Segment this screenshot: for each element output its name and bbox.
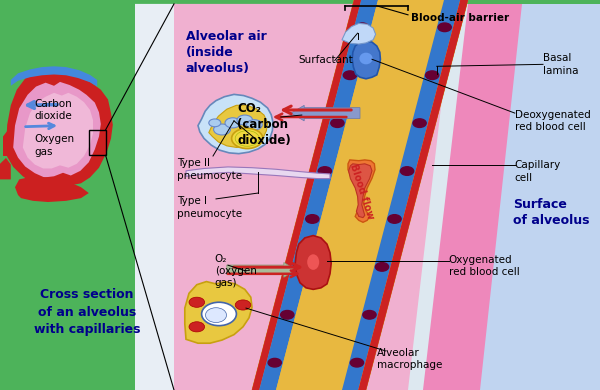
- Text: Surfactant: Surfactant: [299, 55, 353, 66]
- Polygon shape: [295, 236, 331, 289]
- Circle shape: [293, 262, 307, 271]
- Circle shape: [343, 71, 356, 80]
- Circle shape: [400, 167, 413, 176]
- Polygon shape: [359, 0, 468, 390]
- Circle shape: [376, 262, 389, 271]
- Polygon shape: [348, 160, 375, 222]
- Circle shape: [356, 23, 369, 32]
- Ellipse shape: [359, 53, 373, 64]
- Circle shape: [350, 358, 364, 367]
- Ellipse shape: [307, 254, 319, 270]
- Circle shape: [189, 322, 205, 332]
- Polygon shape: [15, 176, 89, 202]
- Ellipse shape: [205, 308, 227, 323]
- Text: Surface
of alveolus: Surface of alveolus: [513, 198, 589, 227]
- Circle shape: [225, 118, 241, 128]
- Text: Carbon
dioxide: Carbon dioxide: [35, 99, 73, 121]
- Text: Blood-air barrier: Blood-air barrier: [411, 12, 509, 23]
- FancyArrow shape: [227, 262, 296, 277]
- Circle shape: [235, 131, 259, 146]
- Bar: [89, 130, 106, 155]
- Circle shape: [318, 167, 331, 176]
- Text: Blood flow: Blood flow: [348, 163, 376, 221]
- Polygon shape: [6, 68, 113, 187]
- Polygon shape: [11, 66, 97, 87]
- Polygon shape: [23, 93, 93, 168]
- Polygon shape: [13, 82, 101, 177]
- Circle shape: [413, 119, 426, 128]
- Circle shape: [232, 128, 263, 149]
- Text: CO₂
(carbon
dioxide): CO₂ (carbon dioxide): [237, 102, 291, 147]
- Text: Oxygenated
red blood cell: Oxygenated red blood cell: [449, 255, 520, 277]
- Polygon shape: [342, 23, 376, 44]
- Polygon shape: [252, 0, 361, 390]
- Polygon shape: [198, 94, 273, 154]
- Circle shape: [331, 119, 344, 128]
- Circle shape: [363, 310, 376, 319]
- Polygon shape: [135, 4, 600, 390]
- FancyArrow shape: [291, 105, 360, 121]
- Polygon shape: [174, 4, 453, 390]
- Polygon shape: [352, 41, 380, 79]
- Text: Alveolar
macrophage: Alveolar macrophage: [377, 347, 442, 370]
- Polygon shape: [349, 164, 372, 218]
- Circle shape: [268, 358, 281, 367]
- Polygon shape: [358, 0, 468, 390]
- Polygon shape: [252, 0, 468, 390]
- Text: Oxygen
gas: Oxygen gas: [35, 134, 75, 157]
- Circle shape: [247, 120, 262, 130]
- Circle shape: [189, 297, 205, 307]
- Text: Deoxygenated
red blood cell: Deoxygenated red blood cell: [515, 110, 590, 132]
- Text: Alveolar air
(inside
alveolus): Alveolar air (inside alveolus): [186, 30, 267, 75]
- Circle shape: [237, 115, 253, 125]
- Text: O₂
(oxygen
gas): O₂ (oxygen gas): [215, 254, 257, 289]
- Circle shape: [425, 71, 439, 80]
- Circle shape: [235, 300, 251, 310]
- Circle shape: [209, 119, 221, 127]
- Polygon shape: [135, 4, 186, 390]
- Text: Basal
lamina: Basal lamina: [543, 53, 578, 76]
- Polygon shape: [259, 0, 378, 390]
- Text: Capillary
cell: Capillary cell: [515, 160, 561, 183]
- Circle shape: [438, 23, 451, 32]
- Text: Type I
pneumocyte: Type I pneumocyte: [177, 196, 242, 219]
- Circle shape: [306, 215, 319, 223]
- Ellipse shape: [202, 302, 236, 326]
- Polygon shape: [3, 129, 12, 156]
- Polygon shape: [423, 4, 600, 390]
- Polygon shape: [0, 158, 11, 179]
- Polygon shape: [342, 0, 460, 390]
- Polygon shape: [185, 282, 252, 343]
- Circle shape: [214, 124, 230, 135]
- Polygon shape: [252, 0, 361, 390]
- Text: Cross section
of an alveolus
with capillaries: Cross section of an alveolus with capill…: [34, 289, 140, 335]
- Polygon shape: [276, 0, 444, 390]
- Circle shape: [388, 215, 401, 223]
- Polygon shape: [186, 167, 330, 179]
- Text: Type II
pneumocyte: Type II pneumocyte: [177, 158, 242, 181]
- Polygon shape: [480, 4, 600, 390]
- Polygon shape: [209, 105, 268, 147]
- Circle shape: [281, 310, 294, 319]
